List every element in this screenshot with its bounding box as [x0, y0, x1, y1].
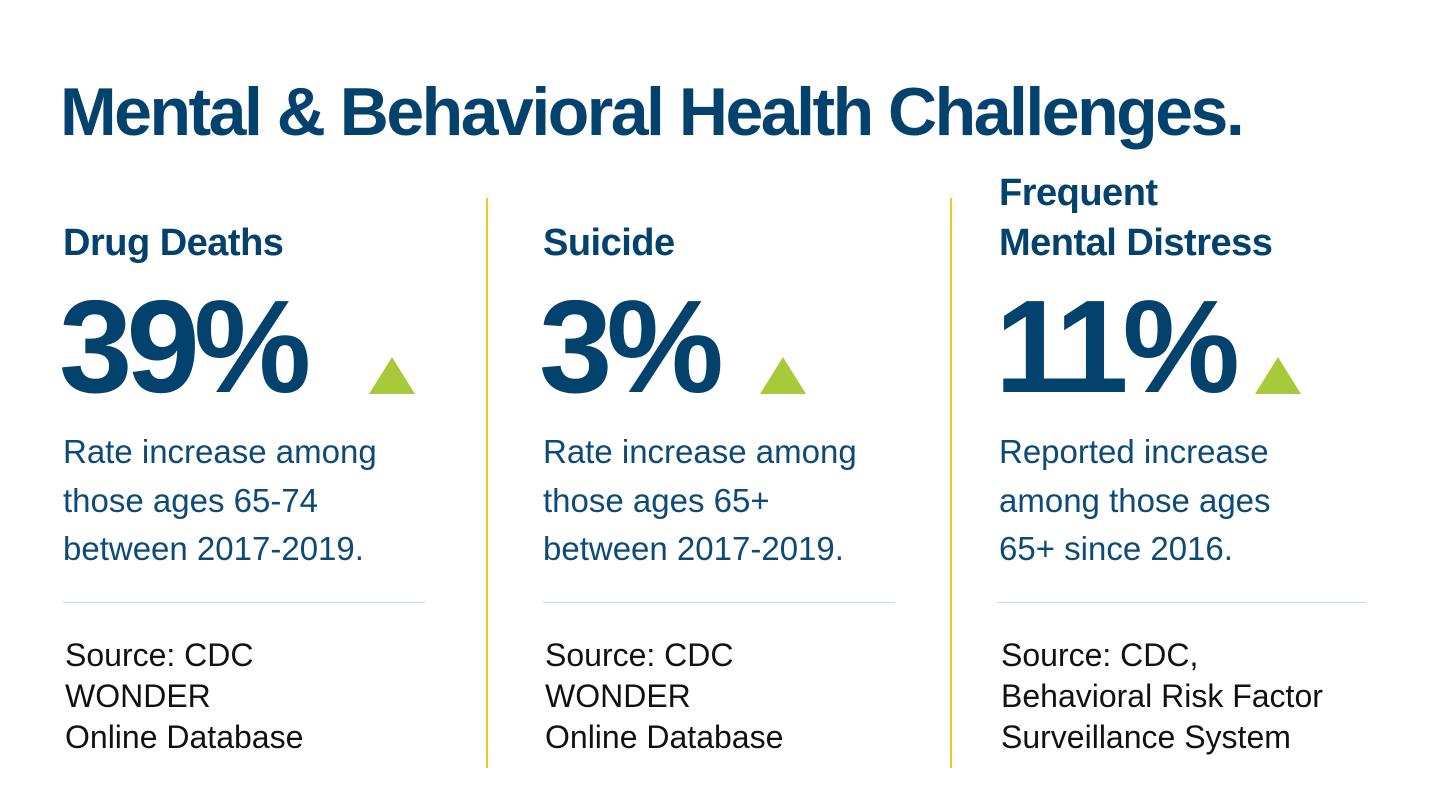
stat-source: Source: CDC WONDER Online Database: [545, 635, 783, 758]
stat-source-line: Behavioral Risk Factor: [1001, 678, 1323, 714]
stat-description-line: Reported increase: [999, 433, 1269, 470]
stat-source-line: Source: CDC,: [1001, 637, 1199, 673]
stat-heading: Frequent Mental Distress: [999, 168, 1273, 268]
section-divider: [997, 602, 1366, 603]
up-triangle-icon: [1255, 357, 1301, 394]
stat-source: Source: CDC, Behavioral Risk Factor Surv…: [1001, 635, 1323, 758]
stat-source-line: Source: CDC: [545, 637, 734, 673]
stat-source-line: Source: CDC: [65, 637, 254, 673]
stat-description-line: Rate increase among: [63, 433, 377, 470]
column-divider: [950, 198, 952, 768]
stat-heading: Drug Deaths: [63, 218, 284, 268]
up-triangle-icon: [760, 357, 806, 394]
stat-heading-line: Mental Distress: [999, 222, 1273, 264]
stat-source-line: WONDER: [65, 678, 211, 714]
page-title: Mental & Behavioral Health Challenges.: [60, 74, 1245, 150]
stat-source-line: Surveillance System: [1001, 719, 1291, 755]
stat-source: Source: CDC WONDER Online Database: [65, 635, 303, 758]
stat-value: 11%: [995, 273, 1240, 420]
stat-description-line: among those ages: [999, 481, 1271, 519]
stat-heading-line: Drug Deaths: [63, 222, 284, 264]
stat-card-drug-deaths: Drug Deaths 39% Rate increase among thos…: [59, 0, 463, 810]
stat-value: 3%: [539, 273, 724, 420]
stat-card-frequent-mental-distress: Frequent Mental Distress 11% Reported in…: [995, 0, 1419, 810]
stat-description: Reported increase among those ages 65+ s…: [999, 428, 1271, 574]
section-divider: [63, 602, 425, 603]
stat-heading: Suicide: [543, 218, 675, 268]
stat-description-line: between 2017-2019.: [63, 530, 364, 567]
stat-source-line: Online Database: [65, 719, 304, 755]
stat-description: Rate increase among those ages 65-74 bet…: [63, 428, 377, 574]
stat-source-line: WONDER: [545, 678, 691, 714]
stat-description-line: Rate increase among: [543, 433, 857, 470]
stat-source-line: Online Database: [545, 719, 784, 755]
stat-card-suicide: Suicide 3% Rate increase among those age…: [539, 0, 943, 810]
section-divider: [543, 602, 895, 603]
stat-heading-line: Frequent: [999, 172, 1158, 214]
stat-description-line: 65+ since 2016.: [999, 530, 1233, 567]
stat-description-line: between 2017-2019.: [543, 530, 844, 567]
column-divider: [486, 198, 488, 768]
stat-description-line: those ages 65-74: [63, 481, 319, 519]
stat-value: 39%: [59, 273, 311, 420]
stat-description: Rate increase among those ages 65+ betwe…: [543, 428, 857, 574]
stat-heading-line: Suicide: [543, 222, 675, 264]
stat-description-line: those ages 65+: [543, 481, 770, 519]
up-triangle-icon: [369, 357, 415, 394]
